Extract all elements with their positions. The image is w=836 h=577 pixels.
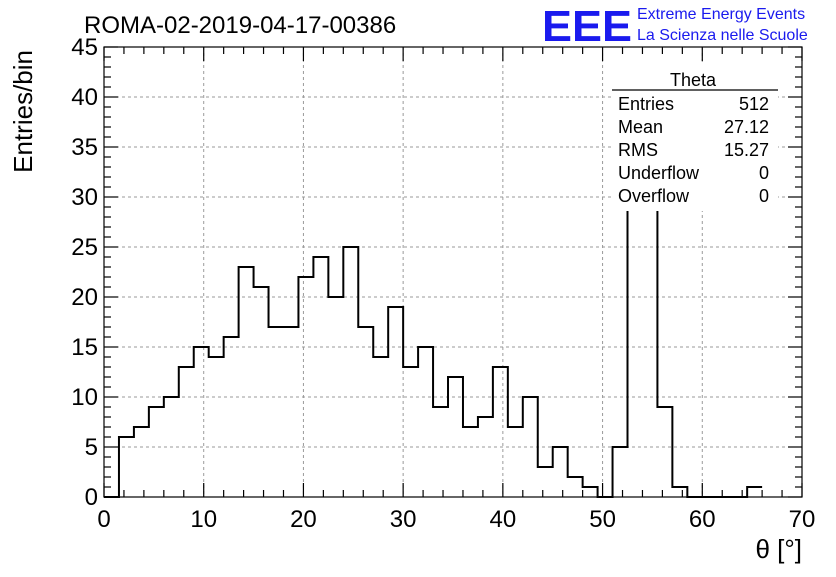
histogram-bin (538, 467, 553, 497)
y-tick-label: 10 (71, 384, 98, 411)
stats-label: RMS (618, 140, 658, 160)
histogram-bin (283, 327, 298, 497)
histogram-bin (613, 447, 628, 497)
x-tick-label: 10 (190, 506, 217, 533)
stats-title: Theta (670, 70, 717, 90)
stats-value: 15.27 (724, 140, 769, 160)
stats-label: Mean (618, 117, 663, 137)
histogram-bin (747, 487, 762, 497)
histogram-bin (388, 307, 403, 497)
histogram-bin (224, 337, 239, 497)
chart-title: ROMA-02-2019-04-17-00386 (84, 12, 396, 39)
histogram-bin (672, 487, 687, 497)
histogram-bin (493, 367, 508, 497)
y-tick-label: 35 (71, 134, 98, 161)
plot-frame (103, 46, 803, 498)
histogram-bin (583, 487, 598, 497)
stats-value: 512 (739, 94, 769, 114)
eee-logo: EEE (542, 2, 632, 51)
stats-label: Entries (618, 94, 674, 114)
histogram-bin (433, 407, 448, 497)
y-tick-label: 25 (71, 234, 98, 261)
histogram-bin (478, 417, 493, 497)
x-tick-label: 50 (589, 506, 616, 533)
histogram-bin (119, 437, 134, 497)
x-tick-label: 0 (97, 506, 110, 533)
histogram-bin (523, 397, 538, 497)
y-tick-label: 5 (85, 434, 98, 461)
histogram-bin (448, 377, 463, 497)
y-tick-label: 45 (71, 34, 98, 61)
stats-value: 27.12 (724, 117, 769, 137)
stats-value: 0 (759, 186, 769, 206)
stats-label: Overflow (618, 186, 690, 206)
stats-box: Theta Entries 512 Mean 27.12 RMS 15.27 Underfl… (612, 63, 778, 211)
histogram-bin (657, 407, 672, 497)
y-tick-label: 40 (71, 84, 98, 111)
y-tick-label: 20 (71, 284, 98, 311)
histogram-bin (134, 427, 149, 497)
y-tick-label: 15 (71, 334, 98, 361)
x-tick-label: 40 (490, 506, 517, 533)
y-tick-label: 0 (85, 484, 98, 511)
histogram-bin (568, 477, 583, 497)
y-tick-label: 30 (71, 184, 98, 211)
histogram-bin (508, 427, 523, 497)
x-tick-label: 60 (689, 506, 716, 533)
histogram-bin (553, 447, 568, 497)
y-axis-label: Entries/bin (8, 50, 38, 173)
histogram-bin (328, 297, 343, 497)
axis-ticks (103, 46, 803, 498)
x-tick-label: 30 (390, 506, 417, 533)
histogram-bin (463, 427, 478, 497)
histogram-bin (164, 397, 179, 497)
histogram-bin (149, 407, 164, 497)
histogram-bin (358, 327, 373, 497)
x-tick-label: 20 (290, 506, 317, 533)
histogram-bin (298, 277, 313, 497)
histogram-bin (343, 247, 358, 497)
histogram-bin (179, 367, 194, 497)
histogram-bin (269, 327, 284, 497)
histogram-bin (313, 257, 328, 497)
x-axis-label: θ [°] (755, 534, 802, 564)
tick-labels: 0 10 20 30 40 50 60 70 0 5 10 15 20 25 30 35 40 45 (71, 34, 815, 533)
stats-value: 0 (759, 163, 769, 183)
x-tick-label: 70 (789, 506, 816, 533)
histogram-bin (373, 357, 388, 497)
logo-line1: Extreme Energy Events (637, 6, 805, 23)
histogram-bin (194, 347, 209, 497)
histogram-bin (209, 357, 224, 497)
histogram-bin (239, 267, 254, 497)
histogram-bin (403, 367, 418, 497)
stats-label: Underflow (618, 163, 700, 183)
logo-line2: La Scienza nelle Scuole (637, 27, 808, 44)
histogram-bin (254, 287, 269, 497)
grid-lines (104, 47, 802, 497)
histogram-bin (418, 347, 433, 497)
